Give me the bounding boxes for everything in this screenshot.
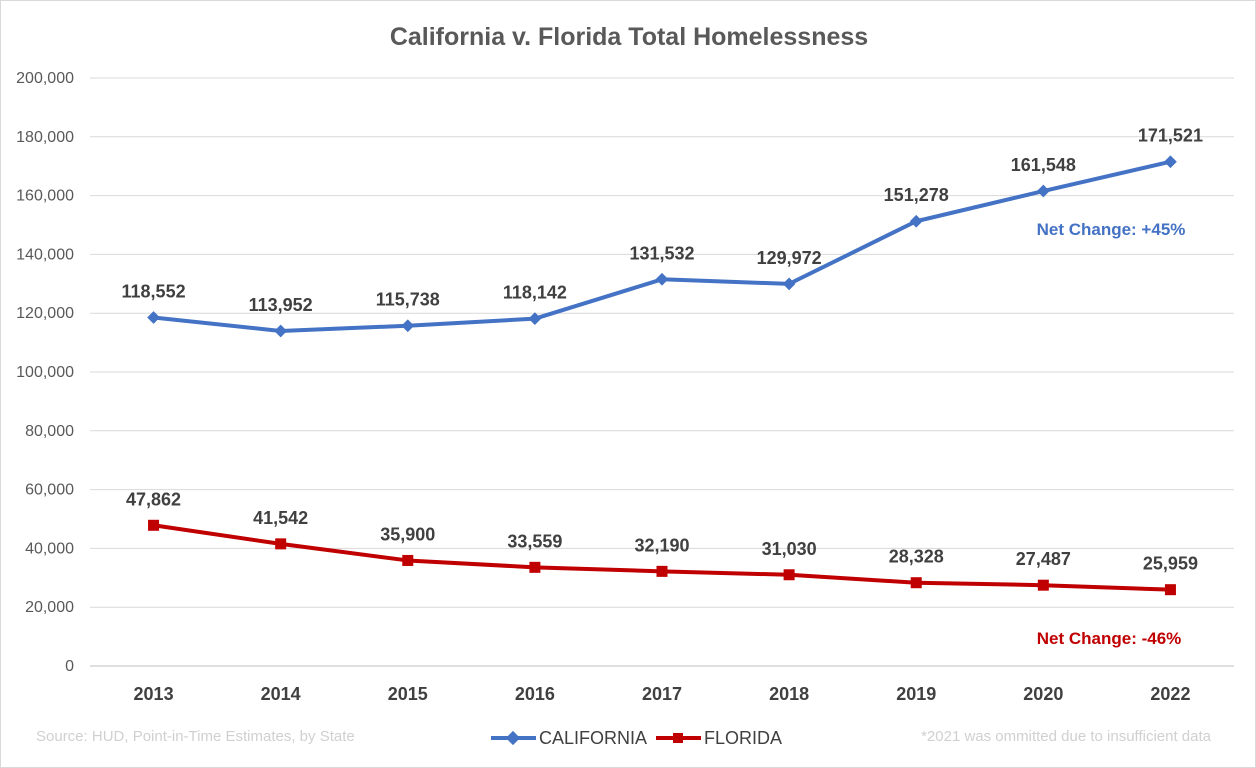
y-tick-label: 160,000 — [16, 188, 74, 205]
data-label-florida: 33,559 — [507, 531, 562, 551]
legend-florida-label: FLORIDA — [704, 728, 782, 748]
data-label-california: 171,521 — [1138, 126, 1203, 146]
data-point-california — [528, 312, 542, 326]
source-note: Source: HUD, Point-in-Time Estimates, by… — [36, 728, 355, 745]
data-point-florida — [275, 538, 287, 550]
data-label-california: 115,738 — [376, 290, 440, 310]
y-tick-label: 200,000 — [16, 70, 74, 87]
data-point-california — [1164, 155, 1177, 169]
x-tick-label: 2015 — [388, 684, 428, 704]
florida-net-change: Net Change: -46% — [1037, 629, 1182, 648]
data-point-florida — [148, 519, 160, 531]
data-point-california — [147, 311, 160, 324]
series-layer — [147, 155, 1177, 596]
data-label-california: 118,552 — [122, 281, 186, 301]
y-tick-label: 20,000 — [25, 599, 74, 616]
x-tick-label: 2018 — [769, 684, 809, 704]
y-tick-label: 180,000 — [16, 129, 74, 146]
x-tick-label: 2016 — [515, 684, 555, 704]
data-point-florida — [529, 561, 541, 573]
data-point-florida — [783, 569, 795, 581]
data-point-florida — [402, 554, 414, 566]
legend-california-label: CALIFORNIA — [539, 728, 647, 748]
data-label-florida: 47,862 — [126, 489, 181, 509]
y-tick-label: 0 — [65, 658, 74, 675]
data-label-california: 131,532 — [629, 243, 694, 263]
legend-item-california: CALIFORNIA — [491, 728, 647, 748]
data-point-florida — [1037, 579, 1049, 591]
x-tick-label: 2020 — [1023, 684, 1063, 704]
data-label-california: 151,278 — [884, 185, 949, 205]
y-tick-label: 60,000 — [25, 482, 74, 499]
y-tick-label: 120,000 — [16, 305, 74, 322]
legend-california-marker — [505, 730, 521, 746]
data-point-florida — [1164, 584, 1176, 596]
y-tick-label: 40,000 — [25, 540, 74, 557]
y-axis-ticks: 0 20,000 40,000 60,000 80,000 100,000 120,000 1… — [16, 70, 74, 675]
data-labels: 118,552 113,952 115,738 118,142 131,532 129,9… — [122, 126, 1203, 574]
y-tick-label: 100,000 — [16, 364, 74, 381]
data-point-california — [401, 319, 415, 333]
legend-florida-marker — [673, 733, 683, 743]
data-point-florida — [910, 577, 922, 589]
x-tick-label: 2022 — [1150, 684, 1190, 704]
data-label-florida: 31,030 — [762, 539, 817, 559]
x-tick-label: 2014 — [261, 684, 301, 704]
x-axis-ticks: 2013 2014 2015 2016 2017 2018 2019 2020 2022 — [134, 684, 1191, 704]
y-tick-label: 80,000 — [25, 423, 74, 440]
x-tick-label: 2013 — [134, 684, 174, 704]
data-label-california: 161,548 — [1011, 155, 1076, 175]
x-tick-label: 2019 — [896, 684, 936, 704]
california-net-change: Net Change: +45% — [1037, 220, 1186, 239]
data-label-california: 118,142 — [503, 283, 567, 303]
data-point-california — [655, 272, 669, 286]
data-label-florida: 27,487 — [1016, 549, 1071, 569]
y-tick-label: 140,000 — [16, 246, 74, 263]
data-label-florida: 35,900 — [380, 524, 435, 544]
data-label-florida: 41,542 — [253, 508, 308, 528]
chart-title: California v. Florida Total Homelessness — [390, 23, 868, 51]
data-point-florida — [656, 565, 668, 577]
legend-item-florida: FLORIDA — [656, 728, 782, 748]
footnote: *2021 was ommitted due to insufficient d… — [921, 728, 1212, 745]
x-tick-label: 2017 — [642, 684, 682, 704]
data-label-florida: 25,959 — [1143, 554, 1198, 574]
data-label-florida: 28,328 — [889, 547, 944, 567]
data-point-california — [909, 214, 923, 228]
data-label-california: 113,952 — [249, 295, 313, 315]
data-label-california: 129,972 — [757, 248, 822, 268]
data-point-california — [782, 277, 796, 291]
legend: CALIFORNIA FLORIDA — [491, 728, 782, 748]
data-point-california — [274, 324, 288, 338]
data-label-florida: 32,190 — [634, 535, 689, 555]
